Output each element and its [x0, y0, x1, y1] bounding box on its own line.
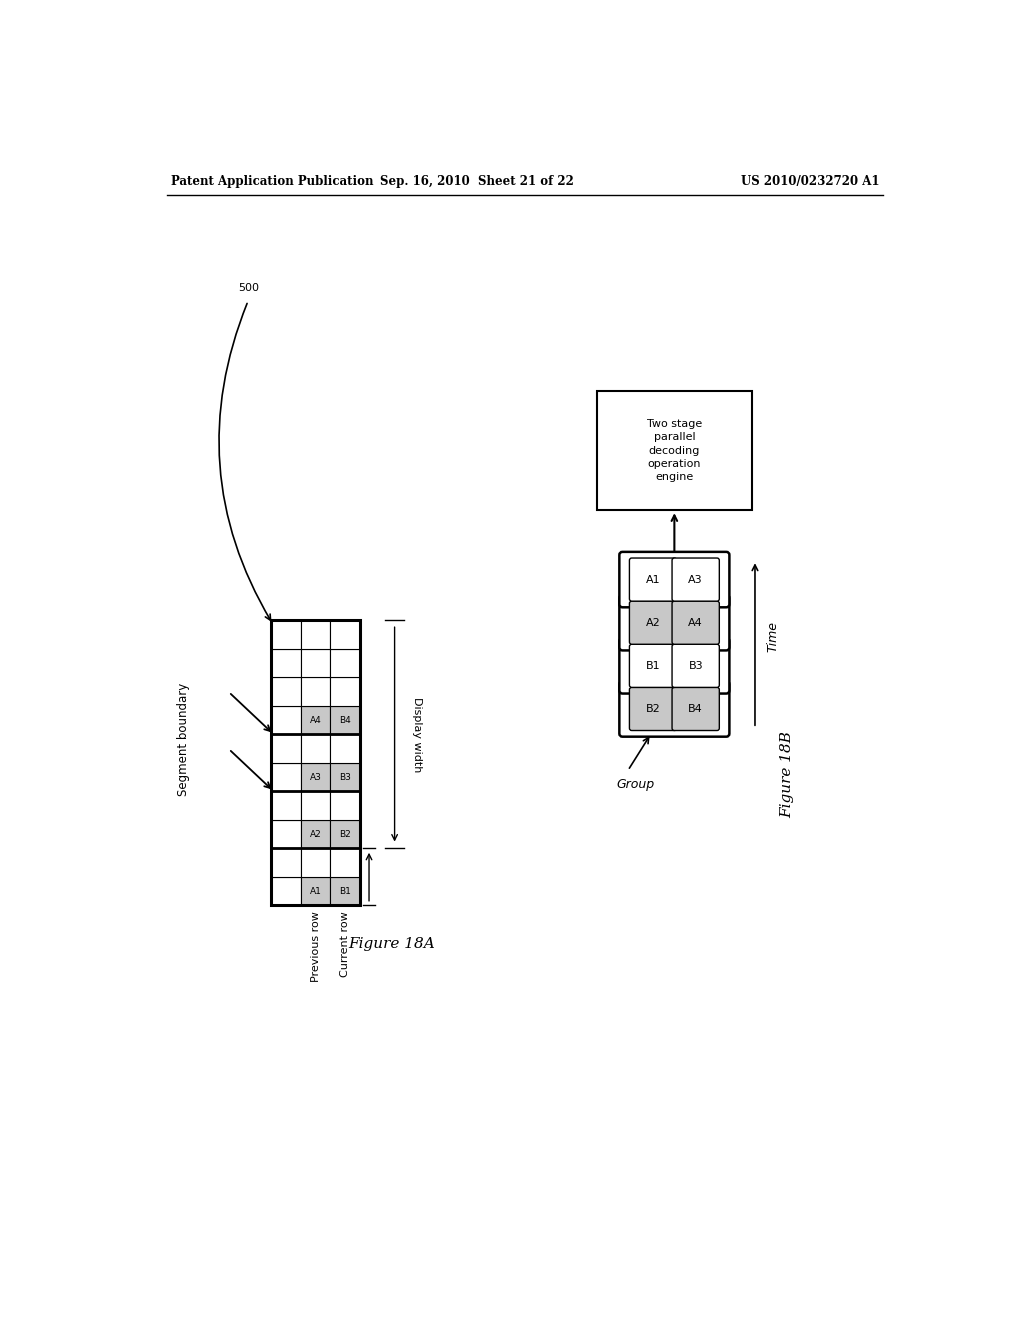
- Text: Current row: Current row: [340, 912, 350, 977]
- Bar: [271, 876, 301, 906]
- FancyBboxPatch shape: [620, 552, 729, 607]
- FancyBboxPatch shape: [672, 558, 719, 601]
- Bar: [331, 734, 359, 763]
- Text: Previous row: Previous row: [310, 912, 321, 982]
- Bar: [331, 763, 359, 792]
- Text: Display width: Display width: [412, 697, 422, 772]
- Text: Sep. 16, 2010  Sheet 21 of 22: Sep. 16, 2010 Sheet 21 of 22: [380, 176, 573, 189]
- Text: A1: A1: [309, 887, 322, 895]
- Text: B3: B3: [339, 772, 351, 781]
- Text: B4: B4: [688, 704, 703, 714]
- Bar: [271, 677, 301, 706]
- Bar: [301, 849, 331, 876]
- Text: B3: B3: [688, 661, 703, 671]
- Text: A3: A3: [309, 772, 322, 781]
- Text: B4: B4: [339, 715, 351, 725]
- FancyBboxPatch shape: [672, 644, 719, 688]
- FancyBboxPatch shape: [630, 688, 677, 730]
- Bar: [301, 763, 331, 792]
- Text: Two stage
parallel
decoding
operation
engine: Two stage parallel decoding operation en…: [647, 420, 702, 482]
- Bar: [301, 620, 331, 649]
- Text: A2: A2: [646, 618, 660, 628]
- Bar: [271, 620, 359, 906]
- Text: Figure 18B: Figure 18B: [779, 731, 794, 818]
- Bar: [331, 792, 359, 820]
- Bar: [271, 734, 301, 763]
- FancyBboxPatch shape: [630, 601, 677, 644]
- Bar: [331, 849, 359, 876]
- Bar: [301, 792, 331, 820]
- Text: Patent Application Publication: Patent Application Publication: [171, 176, 373, 189]
- Bar: [331, 876, 359, 906]
- Text: B2: B2: [646, 704, 660, 714]
- Bar: [301, 677, 331, 706]
- Bar: [331, 820, 359, 849]
- Bar: [331, 706, 359, 734]
- Text: 500: 500: [238, 284, 259, 293]
- Text: A3: A3: [688, 574, 703, 585]
- Bar: [271, 763, 301, 792]
- FancyBboxPatch shape: [620, 638, 729, 693]
- Bar: [301, 706, 331, 734]
- Text: B1: B1: [646, 661, 660, 671]
- FancyBboxPatch shape: [672, 601, 719, 644]
- Bar: [301, 734, 331, 763]
- Bar: [597, 391, 752, 511]
- Bar: [271, 706, 301, 734]
- Bar: [271, 649, 301, 677]
- Text: A2: A2: [309, 829, 322, 838]
- Text: B2: B2: [339, 829, 351, 838]
- Text: A1: A1: [646, 574, 660, 585]
- FancyBboxPatch shape: [620, 595, 729, 651]
- FancyBboxPatch shape: [620, 681, 729, 737]
- FancyBboxPatch shape: [672, 688, 719, 730]
- Text: US 2010/0232720 A1: US 2010/0232720 A1: [741, 176, 880, 189]
- Bar: [301, 876, 331, 906]
- Bar: [331, 677, 359, 706]
- Bar: [271, 849, 301, 876]
- Bar: [301, 649, 331, 677]
- Bar: [331, 649, 359, 677]
- Text: Group: Group: [616, 779, 654, 791]
- Text: Time: Time: [767, 622, 779, 652]
- Bar: [301, 820, 331, 849]
- Bar: [331, 620, 359, 649]
- Bar: [271, 792, 301, 820]
- Bar: [271, 620, 301, 649]
- Text: A4: A4: [688, 618, 703, 628]
- Bar: [271, 820, 301, 849]
- Text: Figure 18A: Figure 18A: [348, 937, 435, 950]
- Text: B1: B1: [339, 887, 351, 895]
- Text: Segment boundary: Segment boundary: [177, 684, 190, 796]
- FancyBboxPatch shape: [630, 558, 677, 601]
- FancyBboxPatch shape: [630, 644, 677, 688]
- Text: A4: A4: [309, 715, 322, 725]
